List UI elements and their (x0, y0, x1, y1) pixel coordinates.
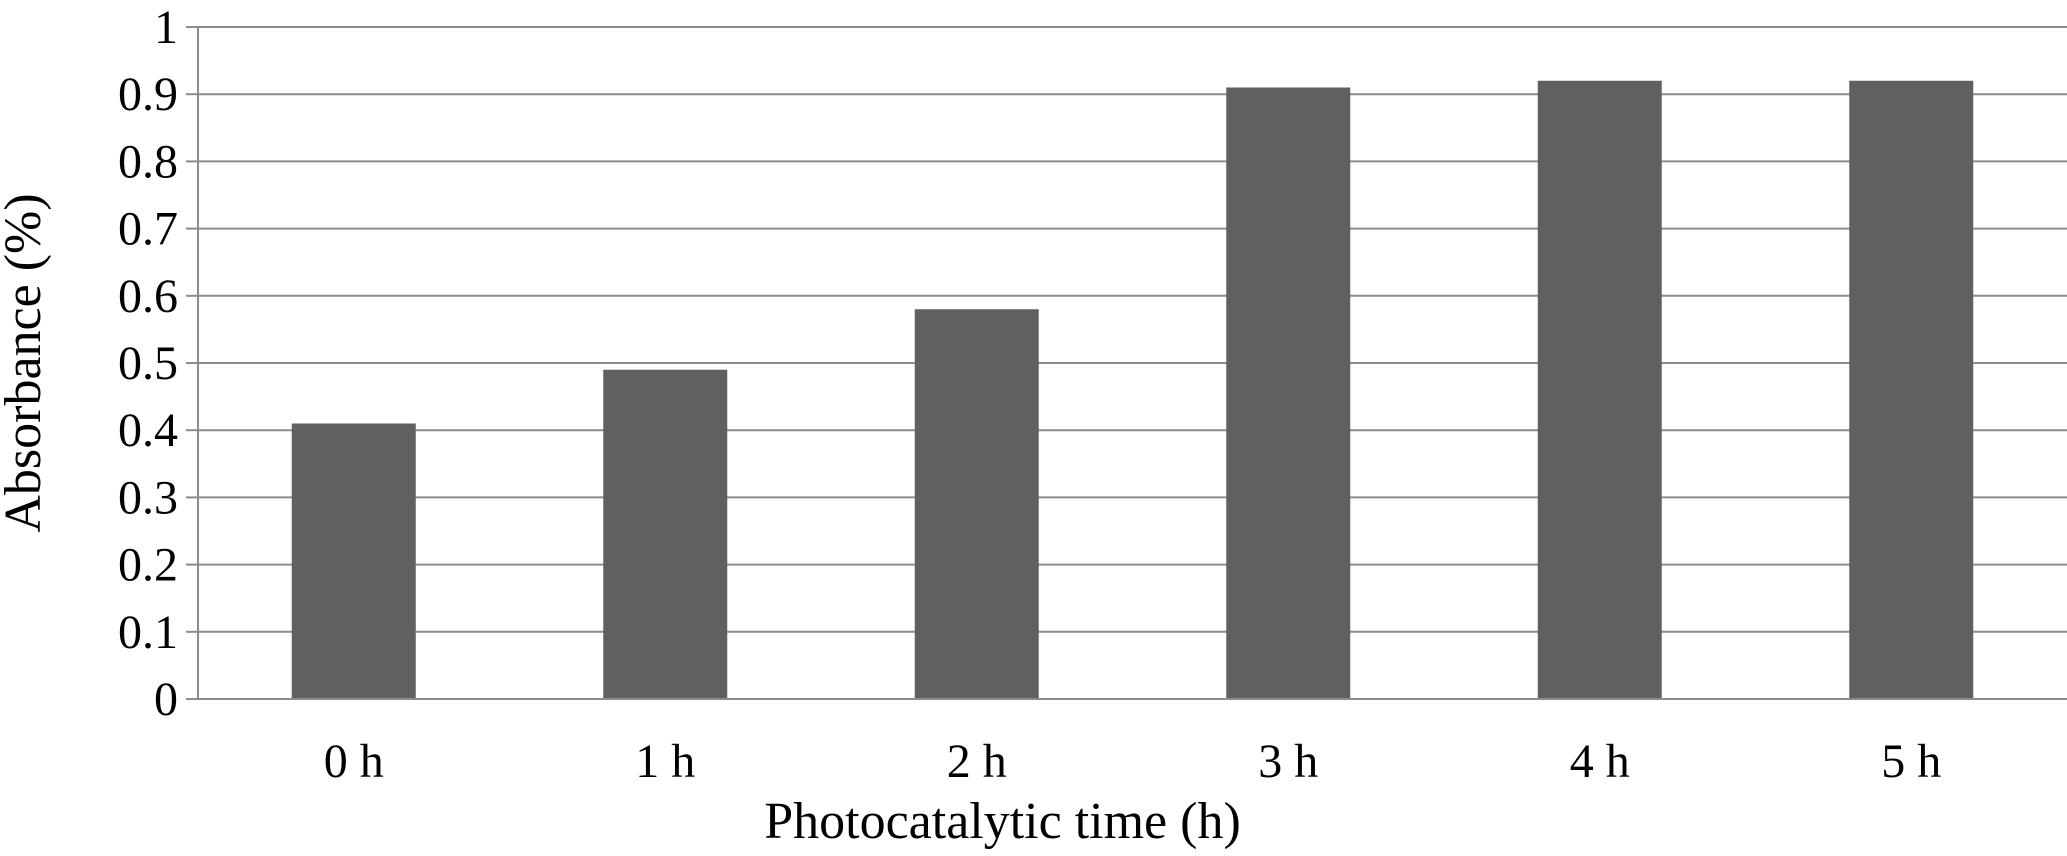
y-tick-label: 0.6 (118, 270, 178, 323)
x-tick-label: 5 h (1881, 735, 1941, 788)
bar-4h (1537, 80, 1662, 699)
x-tick-label: 4 h (1570, 735, 1630, 788)
x-tick-labels: 0 h 1 h 2 h 3 h 4 h 5 h (324, 735, 1942, 788)
y-tick-label: 0.1 (118, 606, 178, 659)
y-axis-title: Absorbance (%) (0, 193, 52, 532)
y-tick-label: 1 (154, 1, 178, 54)
y-tick-label: 0.8 (118, 135, 178, 188)
y-tick-labels: 0 0.1 0.2 0.3 0.4 0.5 0.6 0.7 0.8 0.9 1 (118, 1, 178, 726)
bar-0h (291, 423, 416, 699)
x-tick-label: 2 h (947, 735, 1007, 788)
axes (186, 26, 2067, 700)
x-tick-label: 3 h (1258, 735, 1318, 788)
bars (291, 80, 1974, 700)
y-tick-label: 0.7 (118, 203, 178, 256)
y-tick-label: 0.4 (118, 404, 178, 457)
y-tick-label: 0.5 (118, 337, 178, 390)
bar-5h (1849, 80, 1974, 699)
bar-1h (603, 369, 728, 699)
y-tick-label: 0.9 (118, 68, 178, 121)
x-tick-label: 0 h (324, 735, 384, 788)
y-tick-label: 0 (154, 673, 178, 726)
y-tick-label: 0.3 (118, 471, 178, 524)
bar-3h (1226, 87, 1351, 700)
x-tick-label: 1 h (635, 735, 695, 788)
y-tick-label: 0.2 (118, 539, 178, 592)
x-axis-title: Photocatalytic time (h) (764, 793, 1241, 850)
bar-2h (914, 309, 1039, 699)
gridlines (198, 26, 2067, 633)
